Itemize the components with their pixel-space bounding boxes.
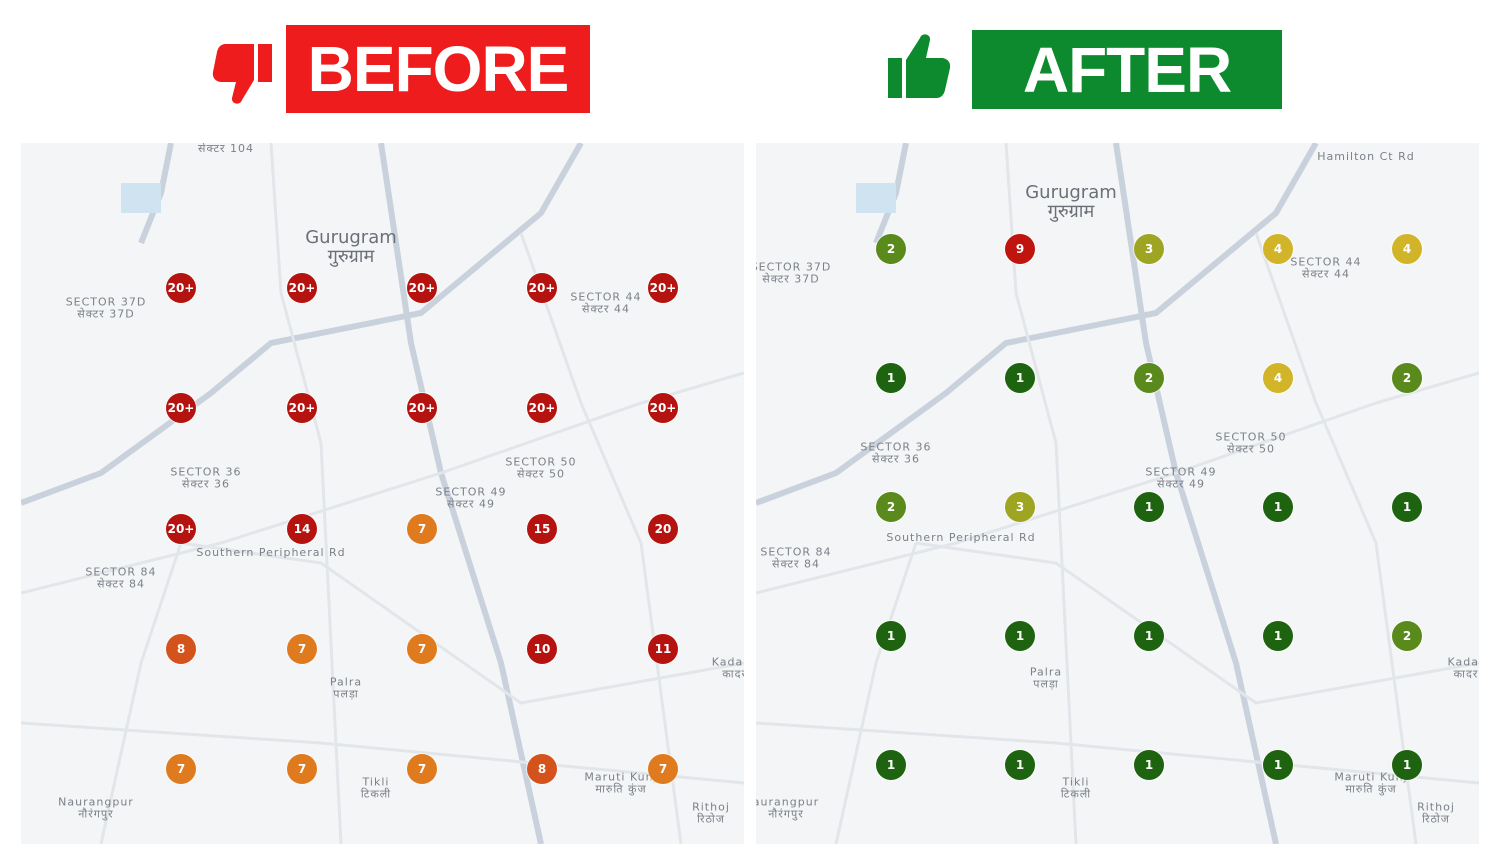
thumbs-down-icon: [212, 44, 272, 104]
before-map[interactable]: Gurugram गुरुग्राम SECTOR 37D सेक्टर 37D S…: [21, 143, 744, 844]
cluster-marker[interactable]: 8: [527, 754, 557, 784]
cluster-marker[interactable]: 8: [166, 634, 196, 664]
map-place-label: SECTOR 50 सेक्टर 50: [1215, 430, 1287, 455]
road-network: [21, 143, 744, 844]
cluster-marker[interactable]: 7: [648, 754, 678, 784]
map-place-label: SECTOR 37D सेक्टर 37D: [65, 295, 147, 320]
cluster-marker[interactable]: 7: [287, 754, 317, 784]
cluster-marker[interactable]: 1: [876, 750, 906, 780]
cluster-marker[interactable]: 1: [1263, 750, 1293, 780]
cluster-marker[interactable]: 1: [1263, 621, 1293, 651]
map-place-label: SECTOR 49 सेक्टर 49: [1145, 465, 1217, 490]
cluster-marker[interactable]: 7: [287, 634, 317, 664]
map-place-label: Hamilton Ct Rd: [1317, 150, 1415, 164]
map-place-label: Southern Peripheral Rd: [886, 531, 1036, 545]
map-place-label: Tikli टिकली: [360, 775, 392, 800]
cluster-marker[interactable]: 7: [407, 754, 437, 784]
cluster-marker[interactable]: 10: [527, 634, 557, 664]
map-place-label: Maruti Kunj मारुति कुंज: [584, 770, 658, 795]
map-place-label: Rithoj रिठोज: [1417, 800, 1455, 825]
cluster-marker[interactable]: 2: [876, 492, 906, 522]
map-place-label: SECTOR 49 सेक्टर 49: [435, 485, 507, 510]
map-place-label: Kadar कादर: [1447, 655, 1479, 680]
map-place-label: सेक्टर 104: [198, 143, 254, 156]
cluster-marker[interactable]: 2: [1392, 363, 1422, 393]
cluster-marker[interactable]: 20+: [648, 273, 678, 303]
cluster-marker[interactable]: 20+: [407, 273, 437, 303]
cluster-marker[interactable]: 1: [1005, 621, 1035, 651]
cluster-marker[interactable]: 1: [1005, 750, 1035, 780]
cluster-marker[interactable]: 3: [1134, 234, 1164, 264]
map-place-label: SECTOR 37D सेक्टर 37D: [756, 260, 832, 285]
cluster-marker[interactable]: 7: [407, 634, 437, 664]
map-place-label: Kadarpur कादरपुर: [711, 655, 744, 680]
map-place-label: Palra पलड़ा: [1029, 665, 1063, 690]
cluster-marker[interactable]: 1: [1392, 492, 1422, 522]
before-banner: BEFORE: [286, 25, 590, 113]
cluster-marker[interactable]: 1: [876, 621, 906, 651]
cluster-marker[interactable]: 1: [876, 363, 906, 393]
cluster-marker[interactable]: 1: [1263, 492, 1293, 522]
cluster-marker[interactable]: 2: [1134, 363, 1164, 393]
cluster-marker[interactable]: 2: [876, 234, 906, 264]
after-banner: AFTER: [972, 30, 1282, 109]
cluster-marker[interactable]: 15: [527, 514, 557, 544]
map-place-label: Gurugram गुरुग्राम: [305, 227, 397, 267]
cluster-marker[interactable]: 20+: [648, 393, 678, 423]
map-place-label: SECTOR 36 सेक्टर 36: [170, 465, 242, 490]
cluster-marker[interactable]: 4: [1263, 363, 1293, 393]
cluster-marker[interactable]: 20+: [527, 393, 557, 423]
map-place-label: Southern Peripheral Rd: [196, 546, 346, 560]
map-place-label: SECTOR 44 सेक्टर 44: [1290, 255, 1362, 280]
cluster-marker[interactable]: 20: [648, 514, 678, 544]
map-place-label: aurangpur नौरंगपुर: [756, 795, 820, 820]
map-place-label: Tikli टिकली: [1060, 775, 1092, 800]
cluster-marker[interactable]: 1: [1005, 363, 1035, 393]
cluster-marker[interactable]: 4: [1263, 234, 1293, 264]
cluster-marker[interactable]: 20+: [527, 273, 557, 303]
cluster-marker[interactable]: 20+: [166, 393, 196, 423]
map-place-label: SECTOR 84 सेक्टर 84: [85, 565, 157, 590]
thumbs-up-icon: [888, 34, 951, 98]
cluster-marker[interactable]: 20+: [287, 393, 317, 423]
cluster-marker[interactable]: 1: [1134, 621, 1164, 651]
map-place-label: SECTOR 36 सेक्टर 36: [860, 440, 932, 465]
map-place-label: Maruti Kunj मारुति कुंज: [1334, 770, 1408, 795]
cluster-marker[interactable]: 1: [1134, 750, 1164, 780]
cluster-marker[interactable]: 11: [648, 634, 678, 664]
cluster-marker[interactable]: 4: [1392, 234, 1422, 264]
cluster-marker[interactable]: 7: [407, 514, 437, 544]
cluster-marker[interactable]: 7: [166, 754, 196, 784]
cluster-marker[interactable]: 14: [287, 514, 317, 544]
map-place-label: Palra पलड़ा: [329, 675, 363, 700]
after-map[interactable]: Gurugram गुरुग्राम SECTOR 37D सेक्टर 37D S…: [756, 143, 1479, 844]
map-place-label: Naurangpur नौरंगपुर: [58, 795, 134, 820]
cluster-marker[interactable]: 20+: [166, 273, 196, 303]
map-place-label: SECTOR 44 सेक्टर 44: [570, 290, 642, 315]
road-network: [756, 143, 1479, 844]
cluster-marker[interactable]: 20+: [166, 514, 196, 544]
cluster-marker[interactable]: 20+: [407, 393, 437, 423]
cluster-marker[interactable]: 1: [1134, 492, 1164, 522]
cluster-marker[interactable]: 9: [1005, 234, 1035, 264]
map-place-label: Rithoj रिठोज: [692, 800, 730, 825]
cluster-marker[interactable]: 20+: [287, 273, 317, 303]
cluster-marker[interactable]: 2: [1392, 621, 1422, 651]
cluster-marker[interactable]: 3: [1005, 492, 1035, 522]
map-place-label: Gurugram गुरुग्राम: [1025, 182, 1117, 222]
map-place-label: SECTOR 84 सेक्टर 84: [760, 545, 832, 570]
cluster-marker[interactable]: 1: [1392, 750, 1422, 780]
map-place-label: SECTOR 50 सेक्टर 50: [505, 455, 577, 480]
